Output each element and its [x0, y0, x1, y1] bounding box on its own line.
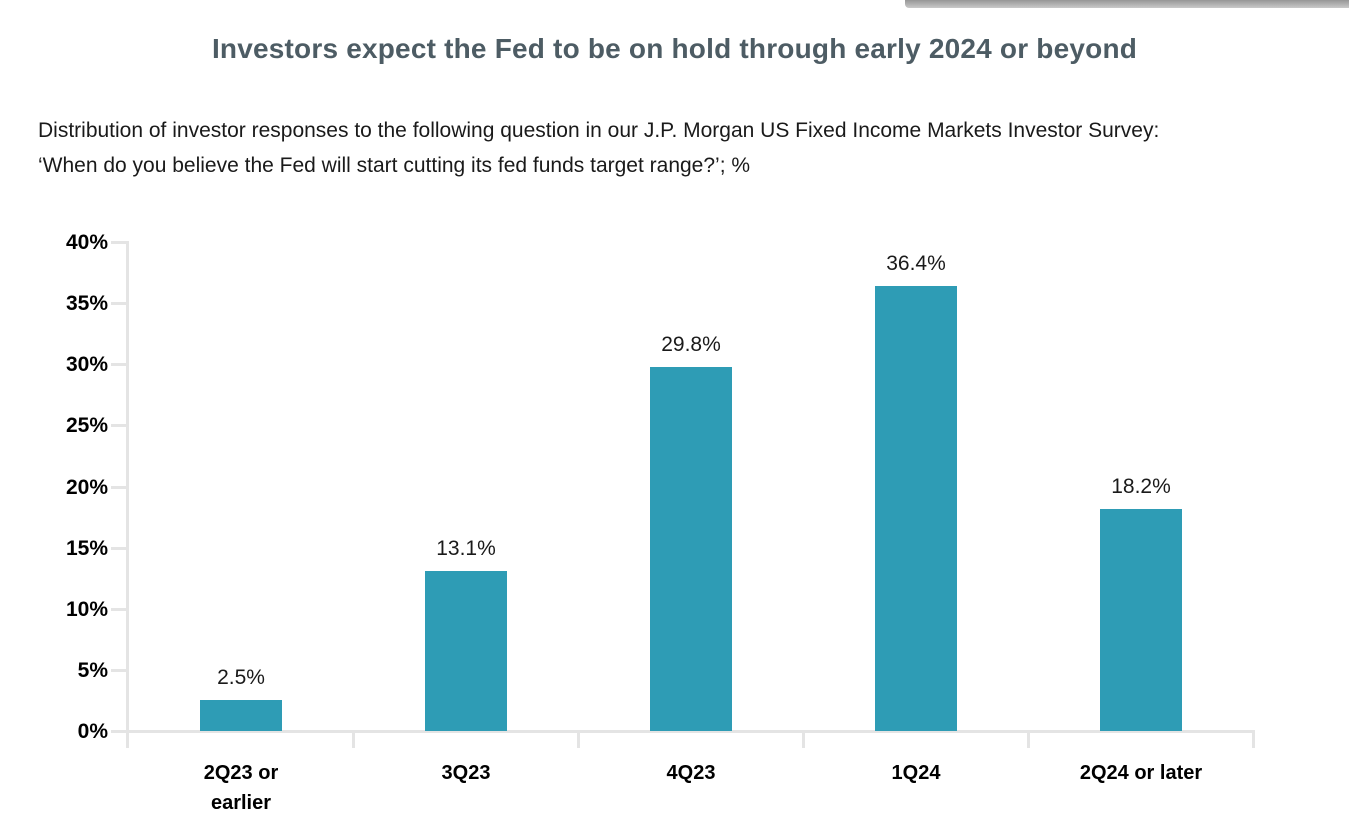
bar-value-label: 13.1%	[436, 537, 496, 560]
x-axis-category-label: 1Q24	[891, 762, 941, 784]
chart-subtitle: Distribution of investor responses to th…	[38, 113, 1298, 183]
x-axis-category-label: 3Q23	[441, 762, 491, 784]
x-axis-tick	[1252, 731, 1255, 748]
bar-4q23	[650, 367, 732, 731]
window-edge-fragment	[905, 0, 1349, 8]
y-axis-tick	[111, 608, 129, 611]
y-axis-tick	[111, 424, 129, 427]
x-axis-tick	[577, 731, 580, 748]
bar-3q23	[425, 571, 507, 731]
y-axis-tick-label: 25%	[65, 414, 108, 437]
y-axis-tick	[111, 363, 129, 366]
y-axis-tick	[111, 486, 129, 489]
bar-2q23-or-earlier	[200, 700, 282, 731]
bar-value-label: 18.2%	[1111, 475, 1171, 498]
y-axis-tick	[111, 241, 129, 244]
x-axis-category-label: 2Q24 or later	[1079, 762, 1203, 784]
y-axis-tick-label: 30%	[65, 353, 108, 376]
y-axis-tick-label: 35%	[65, 292, 108, 315]
y-axis-tick	[111, 669, 129, 672]
y-axis-tick-label: 15%	[65, 537, 108, 560]
y-axis-tick-label: 10%	[65, 598, 108, 621]
chart-subtitle-line2: ‘When do you believe the Fed will start …	[38, 154, 751, 177]
y-axis-tick-label: 0%	[77, 720, 108, 743]
x-axis-tick	[352, 731, 355, 748]
y-axis-tick	[111, 547, 129, 550]
y-axis-tick-label: 5%	[77, 659, 108, 682]
bar-1q24	[875, 286, 957, 731]
y-axis-line	[126, 242, 129, 748]
x-axis-tick	[802, 731, 805, 748]
bar-value-label: 29.8%	[661, 333, 721, 356]
chart-subtitle-line1: Distribution of investor responses to th…	[38, 119, 1160, 142]
chart-title: Investors expect the Fed to be on hold t…	[211, 33, 1138, 64]
y-axis-tick-label: 40%	[65, 231, 108, 254]
bar-2q24-or-later	[1100, 509, 1182, 731]
x-axis-tick	[1027, 731, 1030, 748]
x-axis-category-label: 4Q23	[666, 762, 716, 784]
bar-value-label: 36.4%	[886, 252, 946, 275]
x-axis-line	[111, 730, 1255, 733]
y-axis-tick	[111, 302, 129, 305]
y-axis-tick-label: 20%	[65, 476, 108, 499]
x-axis-category-label: 2Q23 or earlier	[203, 762, 279, 814]
bar-value-label: 2.5%	[217, 666, 265, 689]
